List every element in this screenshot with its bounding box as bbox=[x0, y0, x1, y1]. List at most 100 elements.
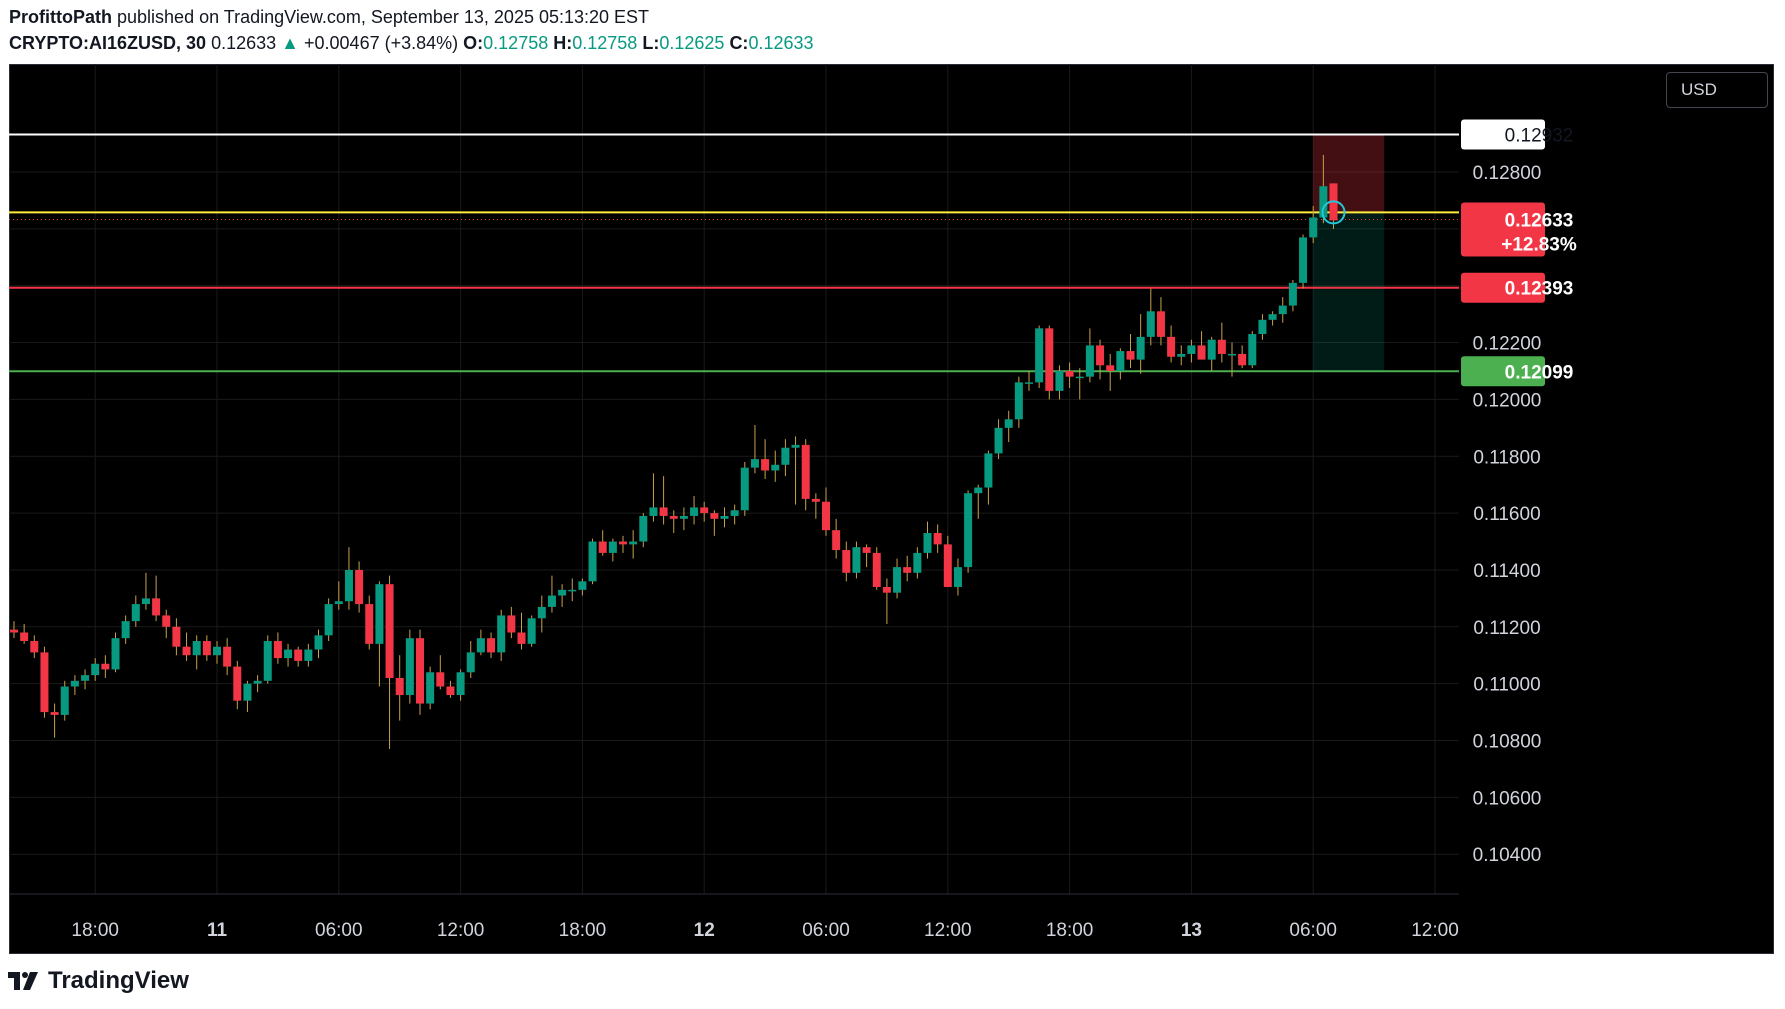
candle-body bbox=[700, 507, 709, 514]
red-line-tag bbox=[1461, 272, 1545, 303]
current-price-tag bbox=[1461, 202, 1545, 257]
candle-body bbox=[994, 427, 1003, 454]
candle-body bbox=[842, 550, 851, 573]
candle-body bbox=[750, 459, 759, 468]
y-tick-label: 0.11800 bbox=[1473, 447, 1540, 468]
price-tags: 0.12932 0.12633 +12.83% 0.12393 0.12099 bbox=[1461, 119, 1577, 387]
low-value: 0.12625 bbox=[659, 33, 725, 53]
candle-body bbox=[984, 453, 993, 488]
candle-body bbox=[1075, 376, 1084, 379]
candles bbox=[10, 154, 1338, 750]
candle-body bbox=[1004, 419, 1013, 428]
last-price: 0.12633 bbox=[211, 33, 277, 53]
candle-body bbox=[30, 641, 39, 653]
candle-body bbox=[720, 515, 729, 519]
candle-body bbox=[832, 530, 841, 551]
candle-body bbox=[862, 547, 871, 553]
candle-body bbox=[882, 587, 891, 593]
candle-body bbox=[598, 541, 607, 553]
candle-body bbox=[903, 567, 912, 573]
candle-body bbox=[487, 638, 496, 653]
symbol-label: CRYPTO:AI16ZUSD, 30 bbox=[9, 33, 207, 53]
candle-body bbox=[547, 595, 556, 607]
candle-body bbox=[1146, 311, 1155, 337]
high-label: H: bbox=[553, 33, 573, 53]
candle-body bbox=[791, 444, 800, 448]
high-value: 0.12758 bbox=[572, 33, 638, 53]
candle-body bbox=[1238, 353, 1247, 366]
candle-body bbox=[1299, 237, 1308, 283]
candle-body bbox=[243, 683, 252, 701]
candle-body bbox=[162, 615, 171, 627]
x-tick-label: 12 bbox=[694, 920, 715, 941]
author-name[interactable]: ProfittoPath bbox=[9, 7, 112, 27]
candle-body bbox=[1025, 382, 1033, 384]
candle-body bbox=[1035, 328, 1044, 383]
candle-body bbox=[943, 544, 952, 588]
candle-body bbox=[497, 615, 506, 653]
candle-body bbox=[649, 507, 658, 516]
candle-body bbox=[1268, 314, 1277, 320]
candle-body bbox=[953, 567, 962, 588]
candle-body bbox=[1278, 305, 1287, 315]
y-tick-label: 0.12200 bbox=[1473, 334, 1542, 355]
time-axis[interactable]: 18:00 11 06:00 12:00 18:00 12 06:00 12:00 18:00 1… bbox=[9, 893, 1459, 941]
open-label: O: bbox=[463, 33, 484, 53]
candle-body bbox=[182, 646, 191, 656]
candle-body bbox=[659, 507, 668, 516]
candle-body bbox=[1319, 186, 1328, 218]
candle-body bbox=[446, 686, 455, 696]
x-tick-label: 12:00 bbox=[437, 920, 485, 941]
candle-body bbox=[537, 606, 546, 619]
candle-body bbox=[20, 632, 29, 642]
x-tick-label: 18:00 bbox=[1046, 920, 1094, 941]
candle-body bbox=[1156, 311, 1165, 337]
candle-body bbox=[334, 601, 343, 605]
candle-body bbox=[588, 541, 597, 582]
y-tick-label: 0.11200 bbox=[1473, 618, 1540, 639]
candle-body bbox=[233, 666, 242, 701]
candle-body bbox=[263, 641, 272, 681]
white-line-price: 0.12932 bbox=[1505, 125, 1574, 146]
price-chart[interactable]: 0.128000.126000.124000.122000.120000.118… bbox=[9, 64, 1774, 954]
candle-body bbox=[669, 515, 678, 519]
candle-body bbox=[568, 589, 577, 592]
publish-text: published on TradingView.com, September … bbox=[117, 7, 650, 27]
candle-body bbox=[608, 541, 617, 553]
candle-body bbox=[761, 459, 770, 471]
candle-body bbox=[314, 635, 323, 650]
candle-body bbox=[1085, 345, 1094, 377]
current-price: 0.12633 bbox=[1505, 210, 1574, 231]
tradingview-brand[interactable]: TradingView bbox=[8, 966, 189, 996]
current-change-pct: +12.83% bbox=[1501, 234, 1577, 255]
white-line-tag bbox=[1461, 119, 1545, 150]
candle-body bbox=[365, 604, 374, 644]
position-tool[interactable] bbox=[1313, 134, 1385, 372]
candle-body bbox=[811, 498, 820, 502]
candle-body bbox=[1096, 345, 1105, 366]
candle-body bbox=[395, 677, 404, 696]
x-tick-label: 06:00 bbox=[1289, 920, 1337, 941]
candle-body bbox=[50, 712, 59, 715]
x-tick-label: 12:00 bbox=[1411, 920, 1459, 941]
candle-body bbox=[1045, 328, 1054, 391]
candle-body bbox=[141, 598, 150, 605]
y-tick-label: 0.11400 bbox=[1473, 561, 1540, 582]
candle-body bbox=[91, 663, 100, 676]
candle-body bbox=[192, 641, 201, 656]
candle-body bbox=[690, 507, 699, 516]
y-tick-label: 0.10400 bbox=[1473, 845, 1542, 866]
candle-body bbox=[578, 581, 587, 590]
candle-body bbox=[324, 604, 333, 636]
price-axis[interactable]: 0.128000.126000.124000.122000.120000.118… bbox=[1473, 163, 1542, 866]
candle-body bbox=[558, 589, 567, 596]
x-tick-label: 06:00 bbox=[802, 920, 850, 941]
close-label: C: bbox=[729, 33, 749, 53]
green-line-price: 0.12099 bbox=[1505, 362, 1574, 383]
candle-body bbox=[101, 663, 110, 670]
horizontal-lines[interactable] bbox=[9, 133, 1459, 373]
y-tick-label: 0.10800 bbox=[1473, 732, 1542, 753]
candle-body bbox=[507, 615, 516, 633]
currency-button[interactable]: USD bbox=[1666, 72, 1768, 108]
candle-body bbox=[1116, 351, 1125, 371]
